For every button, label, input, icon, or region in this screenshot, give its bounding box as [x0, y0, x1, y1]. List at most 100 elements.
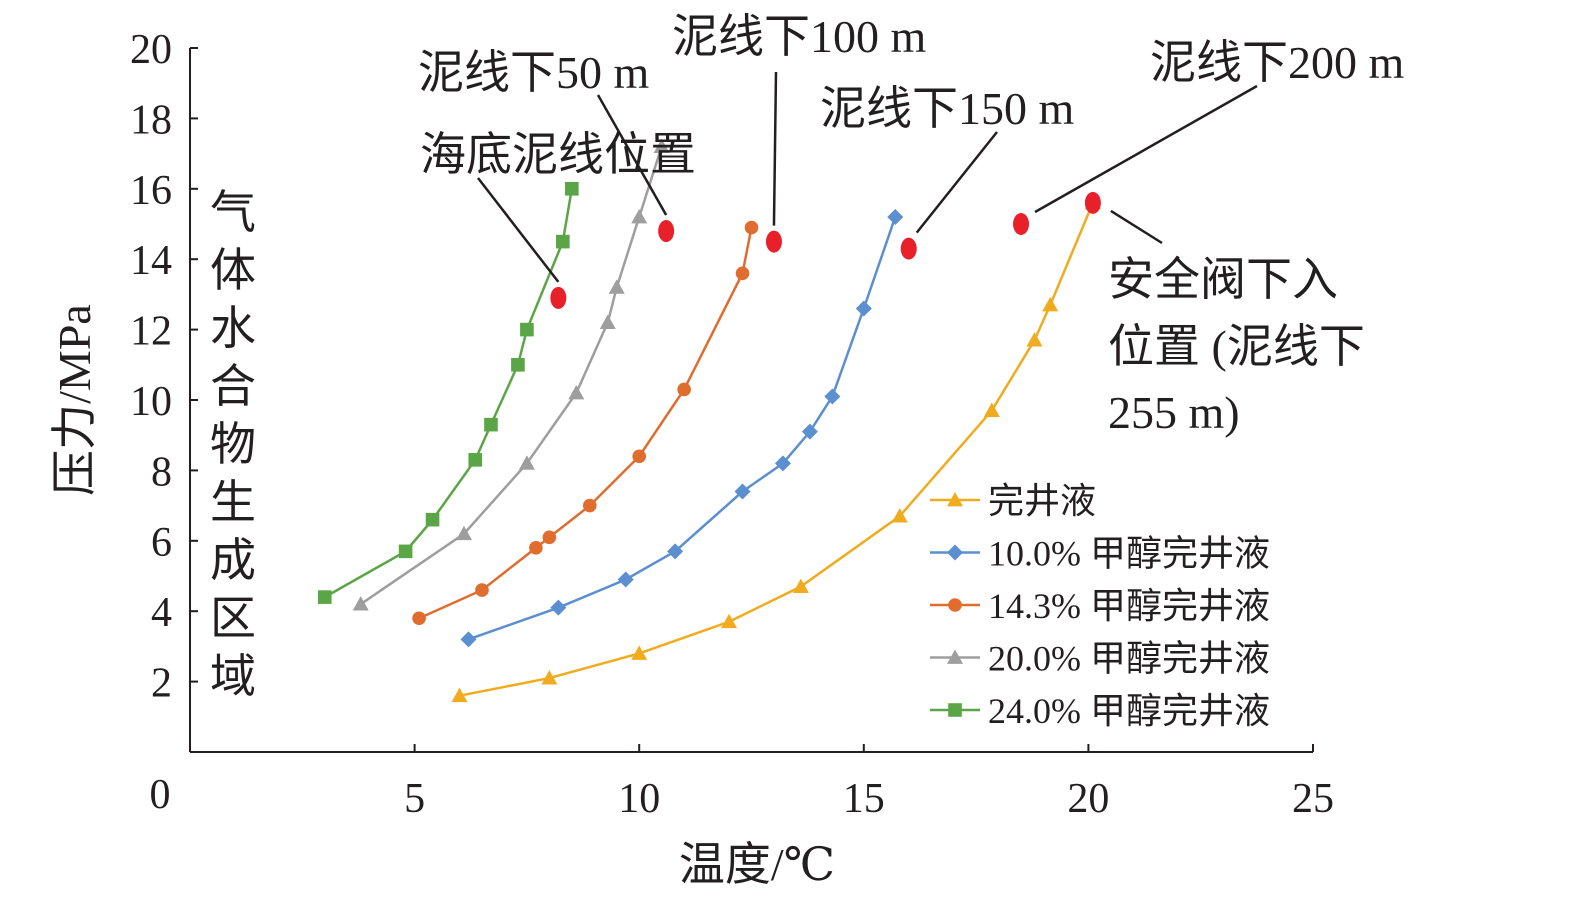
y-tick-label: 8 — [151, 449, 172, 495]
data-point — [582, 498, 597, 513]
legend-label: 20.0% 甲醇完井液 — [988, 639, 1270, 679]
data-point — [1042, 296, 1059, 312]
data-point — [855, 300, 872, 317]
leader-line — [772, 71, 778, 226]
region-label-char: 区 — [210, 593, 256, 644]
data-point — [617, 571, 634, 588]
x-tick-label: 10 — [618, 776, 660, 822]
leader-line — [1034, 84, 1258, 214]
axes: 5 10 15 20 25 2 4 6 8 10 12 14 16 18 20 0 温度/℃ 压力/MPa 气体水合… — [49, 27, 1334, 890]
data-point — [451, 687, 468, 703]
data-point — [735, 266, 750, 281]
annotation-label: 泥线下100 m — [672, 11, 927, 62]
data-point — [352, 596, 369, 611]
data-point — [948, 598, 962, 612]
y-axis-label: 压力/MPa — [49, 304, 100, 496]
data-point — [983, 402, 1000, 417]
leader-line — [1110, 209, 1163, 245]
annotation-label: 海底泥线位置 — [420, 129, 696, 180]
region-label-char: 体 — [210, 245, 256, 296]
data-point — [541, 670, 558, 685]
region-label-char: 域 — [210, 651, 256, 702]
y-tick-label: 18 — [130, 97, 172, 143]
y-tick-label: 10 — [130, 379, 172, 425]
data-point — [792, 578, 809, 593]
data-point — [608, 279, 625, 294]
data-point — [520, 322, 534, 337]
data-point — [801, 423, 818, 440]
data-point — [484, 417, 498, 432]
series-line — [359, 146, 663, 606]
data-point — [948, 703, 962, 717]
data-point — [947, 649, 963, 664]
data-point — [667, 543, 684, 560]
leader-line — [596, 94, 668, 216]
data-point — [518, 455, 535, 470]
data-point — [947, 492, 963, 507]
series-2 — [412, 220, 759, 626]
series-3 — [352, 138, 670, 611]
data-point — [460, 631, 477, 648]
y-tick-label: 20 — [130, 27, 172, 73]
y-tick-label: 16 — [130, 168, 172, 214]
series-line — [468, 216, 897, 641]
red-marker — [550, 286, 567, 309]
data-point — [631, 208, 648, 224]
data-point — [529, 541, 543, 555]
data-point — [891, 508, 908, 523]
data-point — [511, 358, 525, 372]
region-label-char: 合 — [210, 361, 256, 412]
data-point — [632, 449, 646, 464]
y-tick-label: 2 — [151, 661, 172, 707]
data-point — [568, 384, 585, 400]
region-label-char: 气 — [210, 187, 256, 238]
legend-label: 24.0% 甲醇完井液 — [988, 691, 1270, 731]
data-point — [631, 645, 648, 660]
region-label-char: 水 — [210, 303, 256, 354]
annotation-label: 位置 (泥线下 — [1108, 321, 1365, 372]
data-point — [677, 382, 691, 397]
data-point — [425, 512, 440, 527]
x-axis-label: 温度/℃ — [679, 839, 835, 890]
data-point — [317, 590, 332, 604]
y-tick-label: 4 — [151, 590, 172, 636]
data-point — [824, 388, 841, 405]
red-marker — [765, 230, 782, 253]
data-point — [556, 234, 570, 249]
series-1 — [460, 208, 904, 648]
origin-label: 0 — [150, 772, 171, 818]
annotation-label: 255 m) — [1108, 387, 1240, 438]
y-tick-label: 14 — [130, 238, 172, 284]
region-label-char: 物 — [210, 419, 256, 470]
data-point — [542, 530, 557, 545]
series-4 — [317, 182, 579, 604]
y-tick-label: 12 — [130, 309, 172, 355]
leader-line — [915, 131, 998, 234]
data-point — [475, 583, 489, 597]
data-point — [398, 544, 413, 559]
legend: 完井液 10.0% 甲醇完井液 14.3% 甲醇完井液 20.0% 甲醇完井液 24.0… — [930, 481, 1270, 731]
data-point — [774, 455, 791, 472]
data-point — [734, 483, 751, 500]
data-point — [412, 611, 426, 626]
data-point — [947, 544, 963, 561]
red-marker — [1013, 213, 1030, 235]
x-tick-label: 20 — [1067, 776, 1109, 822]
data-point — [565, 182, 579, 196]
data-point — [721, 613, 738, 629]
leader-line — [477, 177, 560, 283]
annotation-label: 安全阀下入 — [1108, 254, 1338, 305]
series-group — [317, 138, 1101, 703]
region-label-char: 成 — [210, 535, 256, 586]
legend-label: 完井液 — [988, 481, 1096, 521]
region-label-char: 生 — [210, 477, 256, 528]
series-line — [459, 202, 1095, 697]
data-point — [887, 208, 904, 225]
red-marker — [900, 237, 917, 260]
annotation-label: 泥线下50 m — [418, 47, 650, 98]
annotation-label: 泥线下150 m — [820, 83, 1075, 134]
x-tick-label: 15 — [843, 776, 885, 822]
legend-label: 10.0% 甲醇完井液 — [988, 534, 1270, 574]
